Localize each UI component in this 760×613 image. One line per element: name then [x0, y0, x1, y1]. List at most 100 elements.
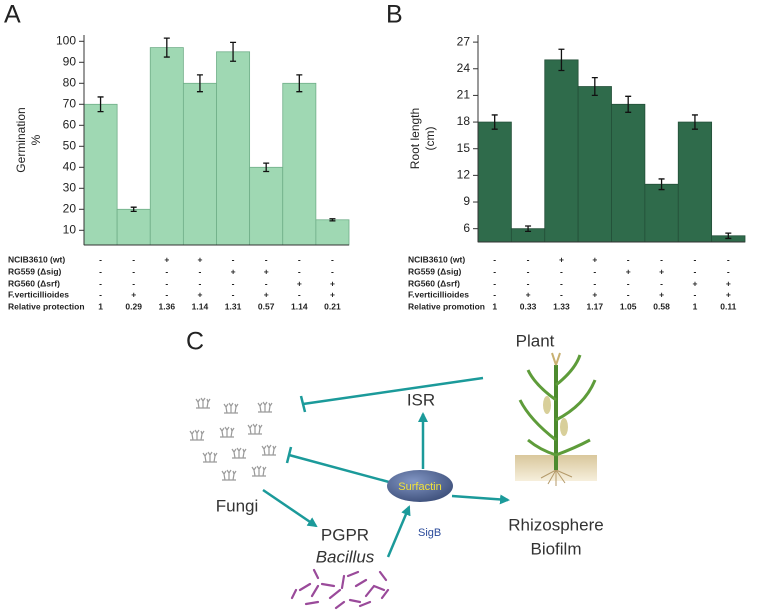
row-cell: - [493, 289, 496, 299]
row-cell: - [627, 254, 630, 264]
row-cell: + [231, 266, 236, 276]
row-cell: - [331, 266, 334, 276]
bar [544, 59, 579, 243]
row-cell: - [232, 289, 235, 299]
panel-label: A [4, 1, 21, 29]
row-cell: - [493, 254, 496, 264]
row-cell: - [165, 289, 168, 299]
row-cell: + [330, 278, 335, 288]
row-cell: - [727, 254, 730, 264]
row-label: NCIB3610 (wt) [8, 254, 65, 264]
surfactin-label: Surfactin [398, 481, 441, 493]
y-tick-label: 90 [63, 54, 77, 68]
plant-label: Plant [516, 331, 555, 350]
y-tick-label: 20 [63, 201, 77, 215]
row-cell: 0.21 [324, 301, 341, 311]
y-axis-label: (cm) [423, 127, 437, 151]
row-cell: - [298, 254, 301, 264]
y-tick-label: 80 [63, 75, 77, 89]
row-cell: - [593, 266, 596, 276]
row-cell: + [659, 289, 664, 299]
bacteria-icon [290, 568, 390, 610]
error-bar [130, 206, 137, 213]
row-cell: - [593, 278, 596, 288]
error-bar [691, 114, 698, 130]
row-cell: - [493, 278, 496, 288]
y-tick-label: 24 [457, 61, 471, 75]
row-cell: - [694, 254, 697, 264]
y-tick-label: 100 [56, 33, 76, 47]
row-cell: - [132, 266, 135, 276]
row-cell: - [298, 266, 301, 276]
row-cell: + [264, 289, 269, 299]
row-cell: 1.33 [553, 301, 570, 311]
row-cell: + [592, 289, 597, 299]
row-cell: - [165, 266, 168, 276]
inhibition-arrow [302, 376, 484, 406]
y-axis-label: Germination [14, 107, 28, 172]
row-cell: + [197, 289, 202, 299]
row-cell: 0.57 [258, 301, 275, 311]
y-tick-label: 18 [457, 114, 471, 128]
row-cell: - [99, 266, 102, 276]
row-cell: + [592, 254, 597, 264]
row-cell: 1.05 [620, 301, 637, 311]
row-label: Relative protection [8, 301, 85, 311]
biofilm-label: Biofilm [530, 539, 581, 558]
row-cell: 1.31 [225, 301, 242, 311]
row-cell: - [265, 278, 268, 288]
row-cell: 1 [98, 301, 103, 311]
row-cell: - [99, 289, 102, 299]
error-bar [230, 41, 237, 62]
row-cell: - [694, 289, 697, 299]
row-label: Relative promotion [408, 301, 485, 311]
row-cell: + [659, 266, 664, 276]
row-cell: - [232, 254, 235, 264]
row-cell: - [527, 254, 530, 264]
arrow [386, 505, 411, 558]
fungi-label: Fungi [216, 496, 259, 515]
error-bar [658, 178, 665, 191]
error-bar [525, 225, 532, 232]
error-bar [296, 74, 303, 93]
row-cell: + [197, 254, 202, 264]
bar [83, 103, 118, 246]
row-cell: 1.14 [192, 301, 209, 311]
sigb-label: SigB [418, 527, 441, 539]
row-cell: - [99, 254, 102, 264]
y-tick-label: 70 [63, 96, 77, 110]
row-cell: - [132, 254, 135, 264]
plant-icon [515, 352, 597, 486]
panel-label: B [386, 1, 403, 29]
bar [644, 183, 679, 243]
row-cell: - [232, 278, 235, 288]
pgpr-label: PGPR [321, 525, 369, 544]
row-cell: - [331, 254, 334, 264]
error-bar [163, 37, 170, 58]
error-bar [558, 48, 565, 72]
row-cell: 1 [693, 301, 698, 311]
row-cell: 1.17 [587, 301, 604, 311]
bar [249, 166, 284, 246]
row-cell: - [199, 278, 202, 288]
row-cell: - [527, 278, 530, 288]
row-label: RG559 (Δsig) [8, 266, 62, 276]
inhibition-bar [285, 446, 293, 464]
bar [149, 47, 184, 246]
row-cell: - [660, 278, 663, 288]
row-cell: + [726, 278, 731, 288]
bar [216, 51, 251, 246]
row-cell: - [298, 289, 301, 299]
row-cell: - [165, 278, 168, 288]
error-bar [491, 114, 498, 130]
error-bar [625, 95, 632, 113]
error-bar [97, 96, 104, 113]
y-tick-label: 10 [63, 222, 77, 236]
row-cell: - [560, 289, 563, 299]
row-cell: + [131, 289, 136, 299]
row-cell: 0.33 [520, 301, 537, 311]
bar [116, 208, 151, 246]
row-cell: - [199, 266, 202, 276]
row-cell: 0.58 [653, 301, 670, 311]
